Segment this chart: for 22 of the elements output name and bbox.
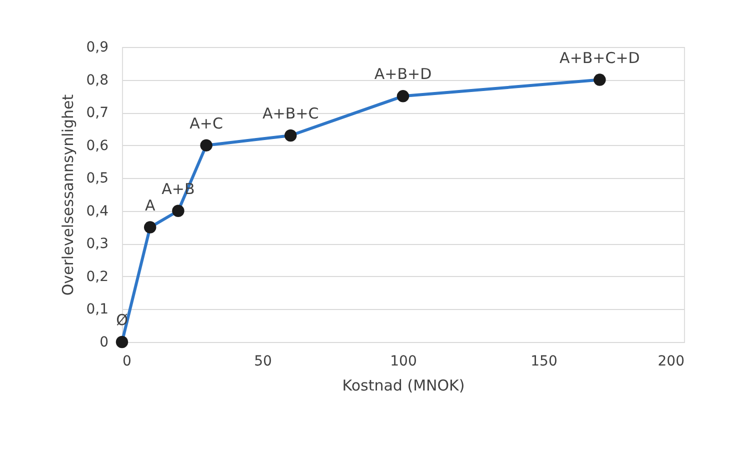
- y-tick-label: 0,2: [86, 268, 108, 285]
- annotation: A+B+C: [262, 104, 319, 122]
- y-tick-label: 0: [100, 334, 108, 350]
- y-tick-label: 0,9: [86, 40, 108, 56]
- x-tick-label: 100: [390, 354, 417, 370]
- y-tick-label: 0,6: [86, 138, 109, 154]
- annotation: A+B+C+D: [560, 48, 640, 67]
- y-tick-label: 0,3: [86, 236, 108, 252]
- annotation: A: [144, 196, 156, 214]
- y-tick-label: 0,4: [86, 203, 109, 220]
- annotation: A+C: [190, 114, 223, 132]
- x-tick-label: 200: [658, 354, 684, 370]
- y-tick-label: 0,8: [86, 72, 108, 88]
- y-axis-title: Overlevelsessannsynlighet: [59, 94, 78, 296]
- x-tick-label: 50: [254, 354, 272, 370]
- x-tick-label: 0: [122, 354, 132, 370]
- y-tick-label: 0,5: [86, 170, 108, 187]
- annotation: A+B+D: [374, 65, 432, 84]
- x-axis-title: Kostnad (MNOK): [342, 376, 465, 394]
- y-tick-label: 0,7: [86, 105, 108, 122]
- x-tick-label: 150: [530, 354, 558, 370]
- y-tick-label: 0,1: [86, 302, 108, 318]
